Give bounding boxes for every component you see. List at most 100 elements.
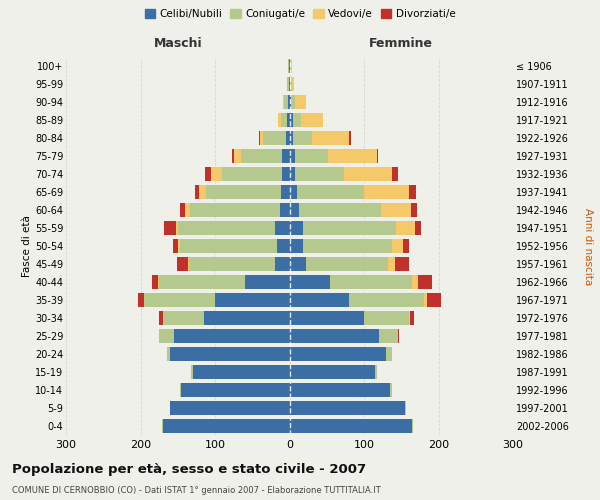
Bar bbox=[349, 132, 350, 145]
Bar bbox=[412, 275, 418, 289]
Bar bbox=[215, 293, 290, 307]
Bar bbox=[189, 257, 275, 271]
Bar bbox=[403, 239, 409, 254]
Bar bbox=[290, 311, 364, 325]
Bar bbox=[290, 347, 386, 361]
Bar bbox=[375, 365, 377, 379]
Bar bbox=[280, 204, 290, 218]
Bar bbox=[379, 329, 398, 343]
Bar bbox=[178, 222, 275, 235]
Bar bbox=[290, 168, 295, 181]
Bar bbox=[290, 204, 299, 218]
Bar bbox=[163, 419, 290, 433]
Bar bbox=[386, 347, 392, 361]
Bar bbox=[331, 275, 412, 289]
Bar bbox=[245, 275, 290, 289]
Bar bbox=[303, 239, 392, 254]
Legend: Celibi/Nubili, Coniugati/e, Vedovi/e, Divorziati/e: Celibi/Nubili, Coniugati/e, Vedovi/e, Di… bbox=[140, 5, 460, 24]
Bar bbox=[312, 132, 349, 145]
Bar bbox=[290, 60, 291, 74]
Bar bbox=[290, 150, 295, 164]
Bar bbox=[180, 239, 277, 254]
Bar bbox=[290, 78, 292, 92]
Bar bbox=[288, 60, 289, 74]
Bar bbox=[163, 311, 204, 325]
Bar bbox=[349, 293, 424, 307]
Bar bbox=[164, 222, 176, 235]
Bar bbox=[177, 257, 188, 271]
Bar bbox=[291, 96, 295, 110]
Bar bbox=[295, 96, 306, 110]
Bar bbox=[176, 222, 178, 235]
Bar bbox=[381, 204, 411, 218]
Bar bbox=[392, 239, 403, 254]
Bar bbox=[412, 419, 413, 433]
Bar bbox=[211, 168, 223, 181]
Bar bbox=[424, 293, 427, 307]
Bar bbox=[180, 204, 185, 218]
Bar bbox=[295, 168, 344, 181]
Bar bbox=[144, 293, 215, 307]
Bar bbox=[415, 222, 421, 235]
Bar bbox=[260, 132, 263, 145]
Bar bbox=[301, 114, 323, 128]
Bar bbox=[283, 96, 284, 110]
Bar bbox=[205, 168, 211, 181]
Bar bbox=[290, 419, 412, 433]
Y-axis label: Anni di nascita: Anni di nascita bbox=[583, 208, 593, 285]
Bar bbox=[193, 365, 290, 379]
Bar bbox=[344, 168, 392, 181]
Bar bbox=[275, 222, 290, 235]
Bar bbox=[282, 150, 290, 164]
Bar bbox=[290, 257, 306, 271]
Bar bbox=[287, 78, 289, 92]
Bar bbox=[409, 186, 416, 200]
Bar bbox=[223, 168, 282, 181]
Bar bbox=[411, 204, 417, 218]
Bar bbox=[277, 239, 290, 254]
Bar bbox=[275, 257, 290, 271]
Bar bbox=[297, 186, 364, 200]
Bar bbox=[289, 60, 290, 74]
Bar bbox=[398, 329, 399, 343]
Bar bbox=[289, 78, 290, 92]
Bar bbox=[288, 96, 290, 110]
Bar bbox=[282, 168, 290, 181]
Bar bbox=[173, 239, 178, 254]
Bar bbox=[290, 383, 390, 397]
Bar bbox=[306, 257, 388, 271]
Text: COMUNE DI CERNOBBIO (CO) - Dati ISTAT 1° gennaio 2007 - Elaborazione TUTTITALIA.: COMUNE DI CERNOBBIO (CO) - Dati ISTAT 1°… bbox=[12, 486, 381, 495]
Bar bbox=[396, 222, 415, 235]
Bar bbox=[290, 293, 349, 307]
Bar bbox=[418, 275, 432, 289]
Bar bbox=[162, 419, 163, 433]
Text: Femmine: Femmine bbox=[369, 37, 433, 50]
Bar bbox=[188, 257, 189, 271]
Bar bbox=[388, 257, 395, 271]
Bar bbox=[180, 383, 181, 397]
Bar bbox=[159, 311, 163, 325]
Bar bbox=[290, 96, 291, 110]
Bar bbox=[138, 293, 144, 307]
Bar bbox=[195, 186, 199, 200]
Bar bbox=[290, 222, 303, 235]
Bar bbox=[259, 132, 260, 145]
Bar bbox=[395, 257, 409, 271]
Bar bbox=[191, 365, 193, 379]
Bar bbox=[293, 114, 301, 128]
Bar bbox=[152, 275, 158, 289]
Bar bbox=[303, 222, 396, 235]
Bar bbox=[291, 60, 292, 74]
Bar bbox=[293, 132, 312, 145]
Bar bbox=[290, 239, 303, 254]
Bar bbox=[390, 383, 392, 397]
Bar bbox=[292, 78, 294, 92]
Bar bbox=[241, 150, 282, 164]
Bar bbox=[181, 383, 290, 397]
Bar bbox=[328, 150, 377, 164]
Bar bbox=[287, 114, 290, 128]
Bar bbox=[286, 132, 290, 145]
Bar bbox=[281, 186, 290, 200]
Bar bbox=[409, 311, 410, 325]
Bar bbox=[410, 311, 414, 325]
